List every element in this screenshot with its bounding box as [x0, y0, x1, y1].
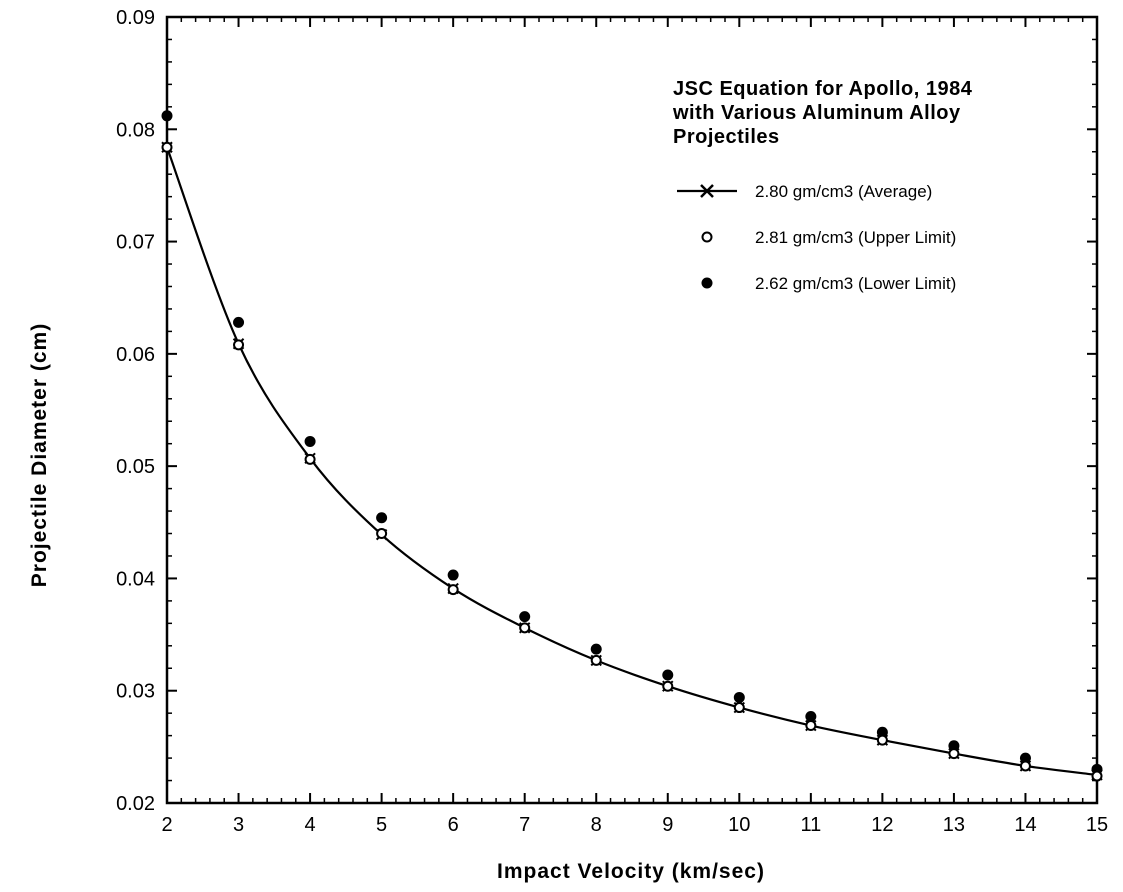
y-tick-label: 0.04 — [116, 568, 155, 590]
x-axis-title: Impact Velocity (km/sec) — [497, 860, 765, 883]
series-3-point — [161, 110, 173, 122]
legend-filled-circle-swatch — [701, 277, 713, 289]
x-tick-label: 3 — [233, 814, 244, 836]
y-tick-label: 0.06 — [116, 344, 155, 366]
x-tick-label: 8 — [591, 814, 602, 836]
x-tick-label: 11 — [800, 814, 821, 836]
series-2-point — [805, 720, 817, 732]
x-tick-label: 13 — [943, 814, 965, 836]
legend-label: 2.81 gm/cm3 (Upper Limit) — [755, 228, 956, 247]
legend-item: 2.80 gm/cm3 (Average) — [677, 182, 932, 201]
legend-title-line: with Various Aluminum Alloy — [672, 102, 961, 124]
legend-label: 2.80 gm/cm3 (Average) — [755, 182, 932, 201]
x-tick-label: 5 — [376, 814, 387, 836]
y-tick-label: 0.02 — [116, 793, 155, 815]
x-tick-label: 15 — [1086, 814, 1108, 836]
legend-title-line: Projectiles — [673, 126, 780, 148]
series-3-point — [1019, 752, 1031, 764]
series-2-point — [519, 622, 531, 634]
x-tick-label: 14 — [1014, 814, 1036, 836]
series-3-point — [948, 740, 960, 752]
series-3-point — [519, 611, 531, 623]
series-3-point — [590, 643, 602, 655]
series-2-point — [1019, 760, 1031, 772]
legend-x-swatch — [700, 184, 714, 198]
series-2-point — [876, 734, 888, 746]
x-tick-label: 7 — [519, 814, 530, 836]
series-2-point — [662, 680, 674, 692]
series-2-point — [233, 339, 245, 351]
legend-item: 2.81 gm/cm3 (Upper Limit) — [701, 228, 956, 247]
x-tick-label: 4 — [305, 814, 316, 836]
series-3-point — [304, 435, 316, 447]
y-tick-label: 0.08 — [116, 119, 155, 141]
x-tick-label: 10 — [728, 814, 750, 836]
series-2-point — [1091, 770, 1103, 782]
x-tick-label: 9 — [662, 814, 673, 836]
series-2-point — [948, 748, 960, 760]
legend-item: 2.62 gm/cm3 (Lower Limit) — [701, 274, 956, 293]
plot-frame — [165, 15, 1099, 805]
series-3-point — [733, 691, 745, 703]
x-tick-label: 2 — [161, 814, 172, 836]
axes: 2 3 4 5 6 7 8 9 10 11 12 13 14 15 0.02 0.03 0.04 0.05 0.06… — [116, 7, 1108, 836]
legend-title-line: JSC Equation for Apollo, 1984 — [673, 78, 973, 100]
series-3-point — [805, 711, 817, 723]
series-3-point — [447, 569, 459, 581]
x-tick-label: 12 — [871, 814, 893, 836]
plot-series — [161, 110, 1103, 782]
y-tick-label: 0.05 — [116, 456, 155, 478]
y-axis-title: Projectile Diameter (cm) — [28, 323, 51, 587]
series-3-point — [662, 669, 674, 681]
series-3-point — [376, 512, 388, 524]
series-2-point — [161, 141, 173, 153]
series-2-point — [304, 453, 316, 465]
y-tick-label: 0.07 — [116, 232, 155, 254]
series-2-point — [376, 528, 388, 540]
y-tick-label: 0.03 — [116, 681, 155, 703]
series-2-point — [447, 584, 459, 596]
y-tick-label: 0.09 — [116, 7, 155, 29]
series-3-point — [233, 316, 245, 328]
series-2-point — [733, 702, 745, 714]
x-tick-label: 6 — [448, 814, 459, 836]
series-3-point — [876, 726, 888, 738]
legend-open-circle-swatch — [701, 231, 713, 243]
legend-label: 2.62 gm/cm3 (Lower Limit) — [755, 274, 956, 293]
series-2-point — [590, 654, 602, 666]
